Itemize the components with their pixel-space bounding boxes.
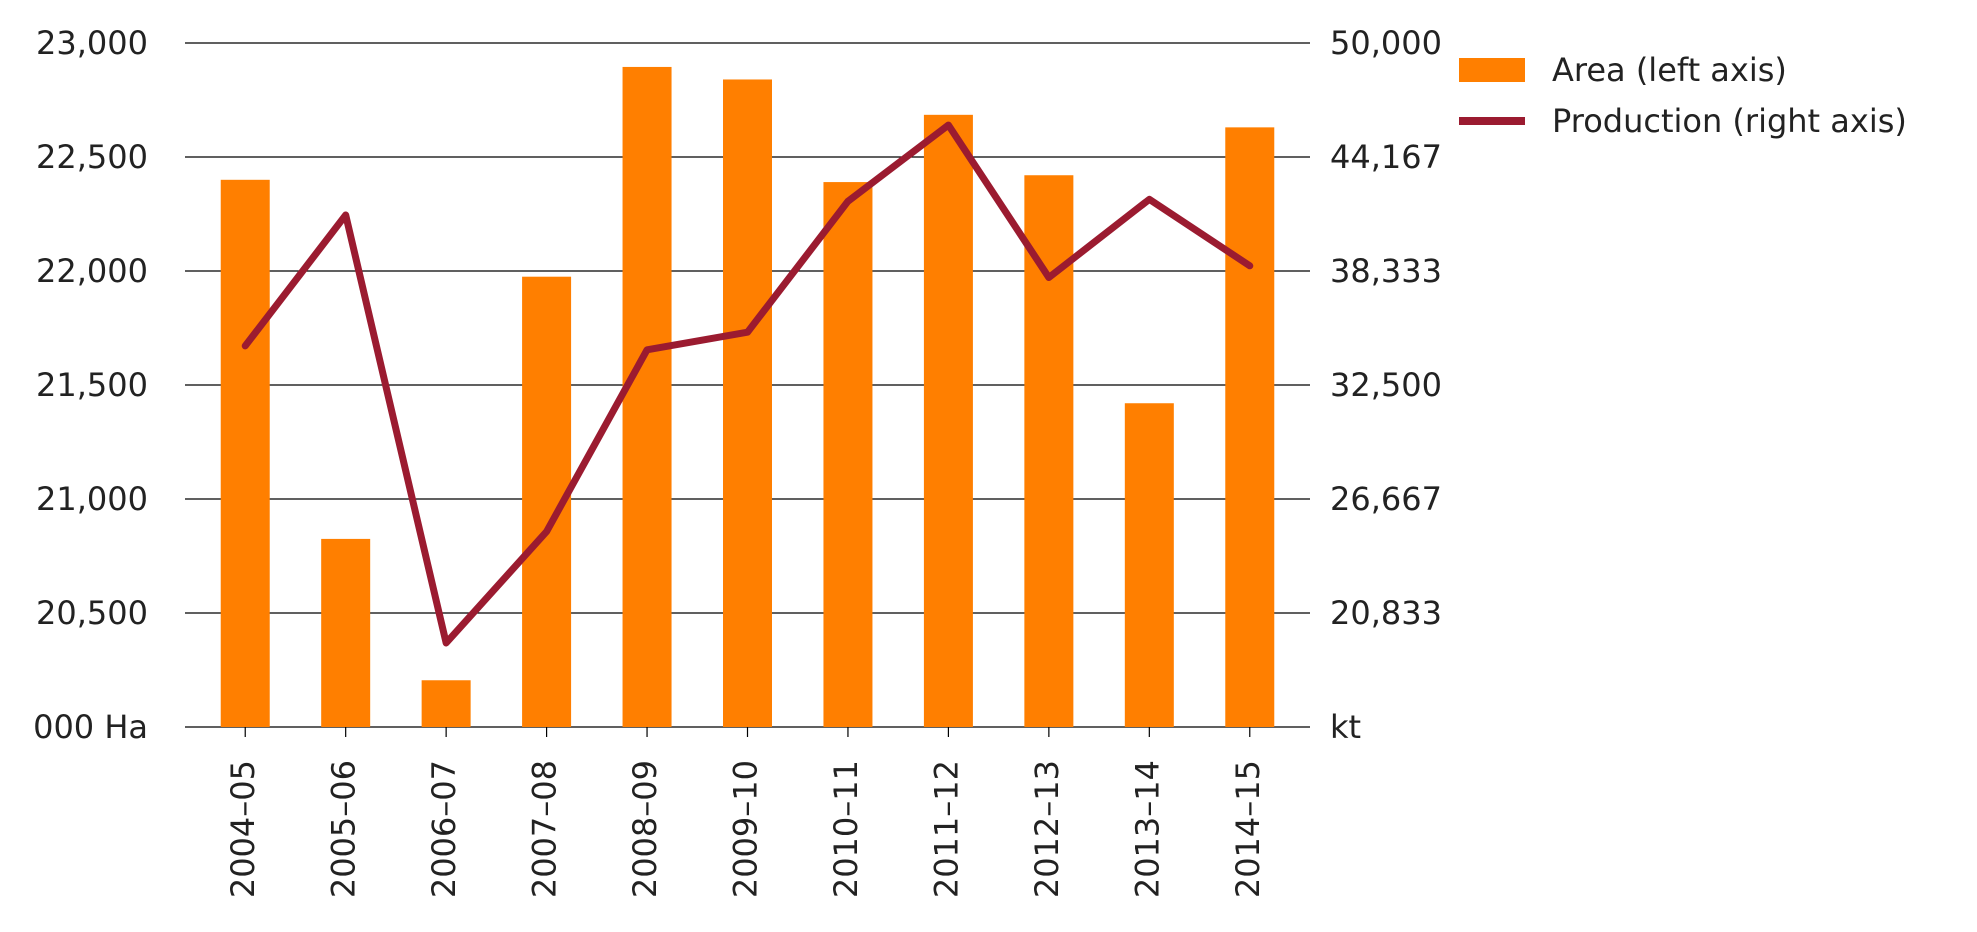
x-tick-label-5: 2009–10 xyxy=(727,760,765,898)
bar-2013–14 xyxy=(1124,403,1174,727)
legend-swatch-area xyxy=(1459,58,1525,82)
legend-label-production: Production (right axis) xyxy=(1552,102,1907,140)
x-tick-label-6: 2010–11 xyxy=(827,760,865,898)
bars xyxy=(220,66,1275,728)
right-tick-label-4: 38,333 xyxy=(1330,252,1442,290)
x-tick-label-9: 2013–14 xyxy=(1128,760,1166,898)
x-tick-label-4: 2008–09 xyxy=(626,760,664,898)
x-tick-label-1: 2005–06 xyxy=(325,760,363,898)
x-tick-label-3: 2007–08 xyxy=(526,760,564,898)
right-tick-label-2: 26,667 xyxy=(1330,480,1442,518)
left-tick-label-0: 000 Ha xyxy=(33,708,148,746)
bar-2014–15 xyxy=(1225,127,1275,728)
left-tick-label-1: 20,500 xyxy=(36,594,148,632)
x-tick-label-10: 2014–15 xyxy=(1229,760,1267,898)
x-tick-label-0: 2004–05 xyxy=(224,760,262,898)
right-axis-ticks: kt 20,833 26,667 32,500 38,333 44,167 50,000 xyxy=(1330,24,1442,746)
bar-2010–11 xyxy=(823,182,873,727)
left-tick-label-5: 22,500 xyxy=(36,138,148,176)
bar-2012–13 xyxy=(1024,175,1074,728)
bar-2004–05 xyxy=(220,179,270,728)
bar-2009–10 xyxy=(723,79,772,728)
right-tick-label-6: 50,000 xyxy=(1330,24,1442,62)
left-axis-ticks: 000 Ha 20,500 21,000 21,500 22,000 22,500 23,0… xyxy=(33,24,148,746)
production-line-group xyxy=(241,121,1254,647)
bar-2008–09 xyxy=(622,66,672,727)
right-tick-label-3: 32,500 xyxy=(1330,366,1442,404)
bar-2011–12 xyxy=(923,114,973,727)
x-tick-label-2: 2006–07 xyxy=(425,760,463,898)
left-tick-label-4: 22,000 xyxy=(36,252,148,290)
x-axis-ticks: 2004–05 2005–06 2006–07 2007–08 2008–09 2009–… xyxy=(224,727,1267,898)
legend-label-area: Area (left axis) xyxy=(1552,51,1787,89)
right-tick-label-1: 20,833 xyxy=(1330,594,1442,632)
left-tick-label-3: 21,500 xyxy=(36,366,148,404)
right-tick-label-5: 44,167 xyxy=(1330,138,1442,176)
bar-2005–06 xyxy=(321,538,371,727)
legend: Area (left axis) Production (right axis) xyxy=(1459,51,1907,140)
left-tick-label-6: 23,000 xyxy=(36,24,148,62)
legend-swatch-production xyxy=(1459,117,1525,125)
right-tick-label-0: kt xyxy=(1330,708,1361,746)
left-tick-label-2: 21,000 xyxy=(36,480,148,518)
x-tick-label-8: 2012–13 xyxy=(1028,760,1066,898)
bar-2006–07 xyxy=(421,680,471,727)
x-tick-label-7: 2011–12 xyxy=(927,760,965,898)
